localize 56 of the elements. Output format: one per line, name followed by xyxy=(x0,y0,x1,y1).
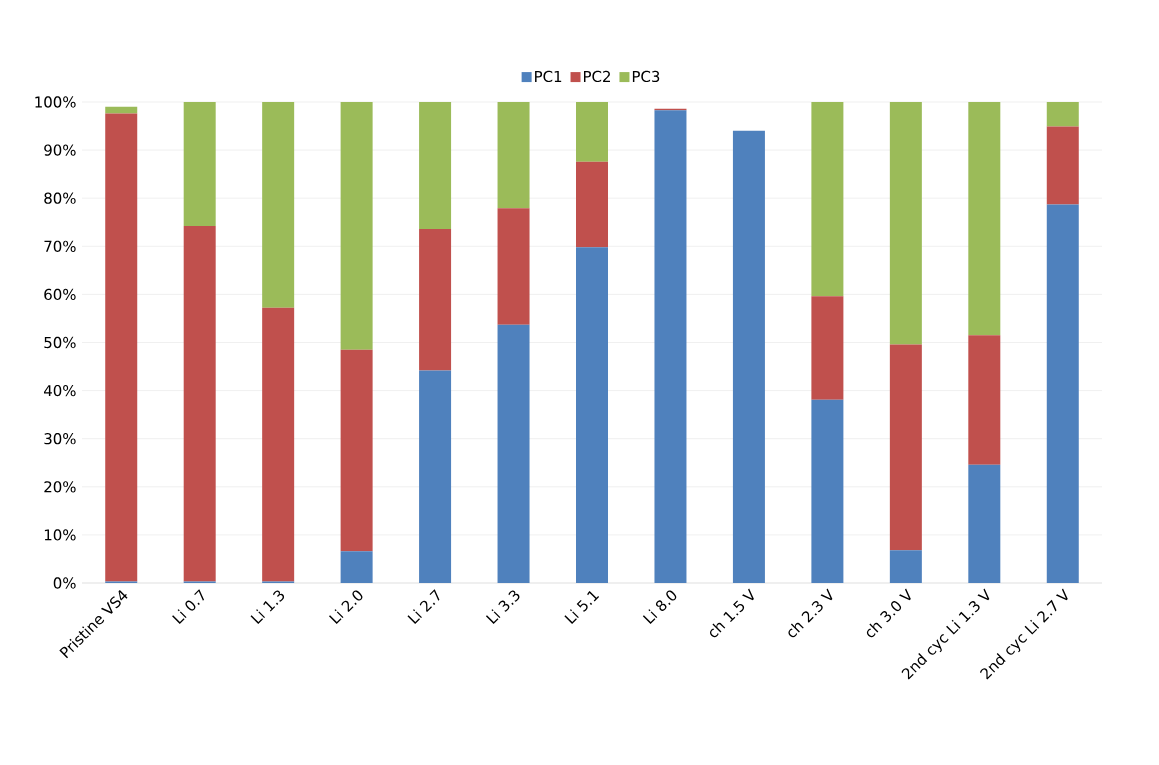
bar xyxy=(576,101,608,162)
y-tick-label: 30% xyxy=(44,433,76,445)
bar xyxy=(262,101,295,308)
bar xyxy=(889,344,922,551)
legend-label: PC1 xyxy=(535,70,562,83)
bar xyxy=(654,110,687,583)
bar xyxy=(732,130,765,583)
y-tick-label: 80% xyxy=(44,192,76,204)
bar xyxy=(419,370,452,583)
x-tick-label: ch 2.3 V xyxy=(788,588,833,638)
x-tick-label: Li 2.7 xyxy=(407,589,440,624)
bar xyxy=(811,296,844,400)
y-tick-label: 0% xyxy=(53,577,76,589)
y-tick-label: 70% xyxy=(44,240,76,252)
bar xyxy=(1046,101,1079,127)
bar xyxy=(576,247,608,583)
y-tick-label: 100% xyxy=(35,96,76,108)
bar xyxy=(1046,126,1079,205)
bar xyxy=(968,335,1001,465)
y-tick-label: 20% xyxy=(44,481,76,493)
legend-label: PC3 xyxy=(632,70,660,83)
bar xyxy=(497,208,530,325)
bar xyxy=(1046,204,1079,583)
bar xyxy=(183,101,216,227)
x-tick-label: Li 2.0 xyxy=(328,590,363,624)
x-tick-label: Li 5.1 xyxy=(564,590,600,624)
legend-label: PC2 xyxy=(583,70,610,83)
bar xyxy=(105,106,138,114)
x-tick-label: Li 3.3 xyxy=(485,590,520,624)
bar xyxy=(419,228,452,371)
y-tick-label: 10% xyxy=(44,529,76,541)
bar xyxy=(105,113,138,582)
x-tick-label: Li 8.0 xyxy=(642,590,677,624)
bar xyxy=(419,101,452,229)
y-tick-label: 40% xyxy=(44,384,76,397)
bar xyxy=(340,101,373,350)
x-tick-label: ch 1.5 V xyxy=(709,588,754,638)
bar xyxy=(889,101,922,345)
x-tick-label: Li 1.3 xyxy=(250,590,285,624)
bar xyxy=(340,349,373,552)
bar xyxy=(340,551,373,583)
bar xyxy=(183,226,216,582)
bar xyxy=(497,101,530,209)
bar xyxy=(811,101,844,297)
bar xyxy=(811,399,844,583)
y-tick-label: 50% xyxy=(44,336,76,349)
bar xyxy=(889,550,922,583)
bar xyxy=(497,324,530,583)
x-tick-label: Li 0.7 xyxy=(172,589,205,624)
x-tick-label: ch 3.0 V xyxy=(866,588,911,638)
bar xyxy=(968,464,1001,583)
bar xyxy=(262,307,295,582)
bar xyxy=(576,161,608,248)
bar xyxy=(968,101,1001,336)
y-tick-label: 60% xyxy=(44,288,76,301)
y-tick-label: 90% xyxy=(44,144,76,156)
